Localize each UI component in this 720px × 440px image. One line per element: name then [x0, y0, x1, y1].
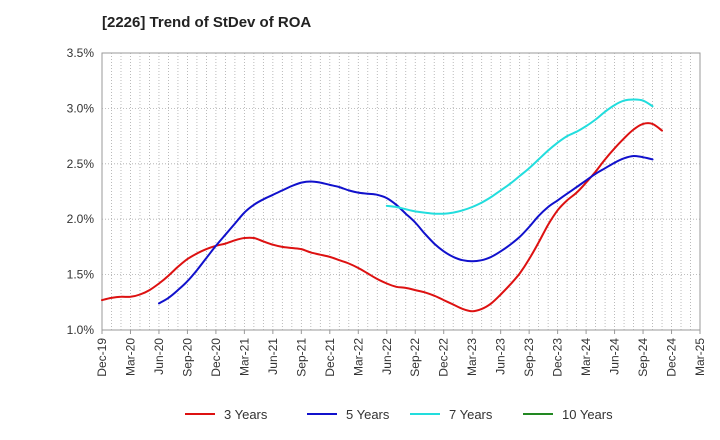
y-tick-label: 2.0% — [67, 212, 95, 226]
plot-area — [101, 52, 701, 331]
x-tick-label: Sep-23 — [522, 338, 536, 377]
x-tick-label: Jun-23 — [494, 338, 508, 375]
series-layer — [101, 98, 663, 313]
x-tick-label: Dec-24 — [665, 338, 679, 377]
legend: 3 Years 5 Years 7 Years 10 Years — [185, 407, 613, 422]
series-line-3-years — [101, 122, 663, 313]
y-tick-label: 3.5% — [67, 46, 95, 60]
x-tick-label: Sep-24 — [636, 338, 650, 377]
x-tick-label: Dec-22 — [437, 338, 451, 377]
x-tick-label: Sep-22 — [408, 338, 422, 377]
legend-label-3-years: 3 Years — [224, 407, 268, 422]
x-tick-label: Dec-19 — [95, 338, 109, 377]
x-tick-label: Dec-21 — [323, 338, 337, 377]
x-tick-label: Sep-21 — [294, 338, 308, 377]
x-tick-label: Dec-20 — [209, 338, 223, 377]
x-tick-label: Mar-25 — [693, 338, 707, 376]
x-tick-label: Jun-24 — [608, 338, 622, 375]
y-tick-label: 2.5% — [67, 157, 95, 171]
legend-label-10-years: 10 Years — [562, 407, 613, 422]
x-tick-label: Mar-23 — [465, 338, 479, 376]
y-tick-label: 1.5% — [67, 268, 95, 282]
y-tick-label: 1.0% — [67, 323, 95, 337]
legend-label-7-years: 7 Years — [449, 407, 493, 422]
x-tick-label: Mar-21 — [237, 338, 251, 376]
legend-label-5-years: 5 Years — [346, 407, 390, 422]
x-tick-label: Sep-20 — [180, 338, 194, 377]
grid-layer — [101, 52, 701, 331]
chart-title: [2226] Trend of StDev of ROA — [102, 14, 312, 31]
x-tick-label: Jun-21 — [266, 338, 280, 375]
x-tick-label: Mar-22 — [351, 338, 365, 376]
x-tick-label: Mar-24 — [579, 338, 593, 376]
x-tick-label: Mar-20 — [123, 338, 137, 376]
y-tick-label: 3.0% — [67, 101, 95, 115]
x-tick-label: Jun-20 — [152, 338, 166, 375]
series-line-7-years — [385, 98, 654, 215]
axis-layer: 1.0% 1.5% 2.0% 2.5% 3.0% 3.5% Dec-19 Mar-20 Jun-… — [67, 46, 707, 377]
x-tick-label: Dec-23 — [551, 338, 565, 377]
series-line-5-years — [158, 154, 654, 305]
x-tick-label: Jun-22 — [380, 338, 394, 375]
